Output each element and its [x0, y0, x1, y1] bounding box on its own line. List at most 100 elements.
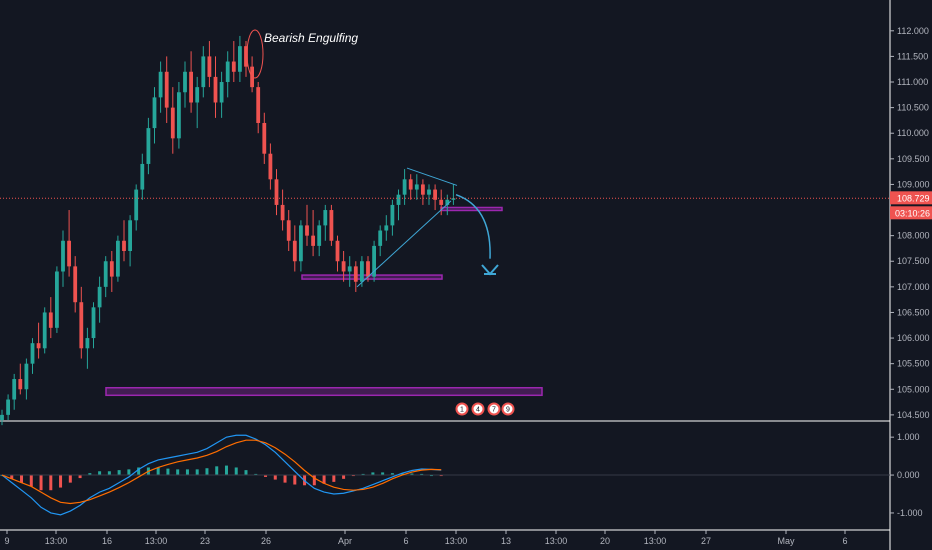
candle-body — [79, 302, 84, 349]
macd-histogram-bar — [390, 473, 394, 476]
candle-body — [286, 220, 291, 241]
candle-body — [97, 286, 102, 308]
y-tick-label: 111.500 — [897, 51, 928, 61]
macd-histogram-bar — [215, 466, 219, 476]
candle-body — [378, 230, 383, 246]
candle-body — [274, 179, 279, 205]
macd-histogram-bar — [381, 472, 385, 476]
event-badge-label: 1 — [460, 407, 464, 414]
current-price-tag — [890, 191, 932, 205]
event-badge — [487, 402, 501, 416]
candle-body — [311, 235, 315, 246]
candle-body — [189, 71, 193, 103]
macd-line — [1, 434, 442, 516]
candle-body — [280, 204, 285, 221]
candle-body — [433, 189, 437, 200]
event-badge-label: 4 — [476, 407, 480, 414]
support-zone-middle — [301, 274, 443, 280]
candle-body — [73, 266, 78, 303]
candle-body — [67, 240, 71, 267]
candle-body — [116, 240, 120, 277]
macd-histogram-bar — [20, 475, 24, 483]
y-tick-label: 104.500 — [897, 410, 930, 420]
macd-histogram-bar — [107, 471, 111, 476]
event-badge — [455, 402, 469, 416]
projection-arrow — [455, 193, 491, 259]
candle-body — [91, 307, 96, 339]
bearish-engulfing-label: Bearish Engulfing — [264, 31, 358, 45]
candle-body — [18, 379, 23, 390]
x-tick-label: 20 — [600, 536, 610, 546]
macd-histogram-bar — [254, 473, 258, 476]
y-tick-label: 105.500 — [897, 359, 930, 369]
candle-body — [256, 87, 261, 123]
bearish-engulfing-marker — [246, 29, 264, 79]
candle-body — [6, 399, 10, 415]
candle-body — [335, 240, 340, 262]
candle-body — [146, 128, 151, 164]
candle-body — [445, 199, 450, 205]
macd-histogram-bar — [88, 473, 92, 476]
candle-body — [384, 225, 389, 231]
candle-body — [128, 220, 132, 252]
macd-histogram-bar — [400, 473, 404, 476]
macd-y-tick-label: -1.000 — [897, 508, 923, 518]
macd-histogram-bar — [137, 467, 141, 476]
y-tick-label: 106.000 — [897, 333, 930, 343]
macd-histogram-bar — [410, 473, 414, 476]
ascending-trendline — [356, 200, 452, 288]
macd-histogram-bar — [273, 475, 277, 480]
y-tick-label: 108.000 — [897, 231, 930, 241]
candle-body — [24, 363, 29, 390]
signal-line — [1, 439, 442, 505]
candle-body — [317, 225, 322, 246]
candle-body — [360, 261, 364, 282]
macd-histogram-bar — [49, 475, 53, 491]
macd-histogram-bar — [420, 473, 424, 476]
macd-histogram-bar — [98, 471, 102, 476]
y-tick-label: 110.500 — [897, 103, 929, 113]
macd-y-tick-label: 1.000 — [897, 432, 920, 442]
candle-body — [341, 261, 346, 272]
candle-body — [48, 312, 53, 328]
macd-histogram-bar — [322, 475, 326, 484]
candle-body — [140, 163, 145, 190]
macd-histogram-bar — [205, 468, 209, 476]
candles — [0, 35, 456, 426]
candle-body — [353, 266, 358, 282]
y-tick-label: 107.500 — [897, 256, 930, 266]
x-tick-label: 13:00 — [545, 536, 568, 546]
candle-body — [262, 122, 267, 154]
macd-histogram-bar — [244, 470, 248, 476]
candle-body — [231, 61, 236, 72]
candle-body — [414, 184, 419, 190]
candle-body — [122, 240, 126, 252]
macd-histogram-bar — [29, 475, 33, 487]
x-tick-label: 9 — [4, 536, 9, 546]
x-tick-label: 26 — [261, 536, 271, 546]
candle-body — [427, 189, 431, 195]
macd-histogram-bar — [78, 475, 82, 479]
macd-histogram-bar — [166, 468, 170, 476]
candle-body — [164, 71, 169, 108]
candle-body — [421, 184, 425, 195]
candle-body — [225, 61, 230, 83]
candle-body — [152, 97, 157, 129]
y-tick-label: 105.000 — [897, 384, 930, 394]
candle-body — [55, 271, 59, 328]
candle-body — [103, 261, 108, 287]
event-badge — [471, 402, 485, 416]
event-badge — [501, 402, 515, 416]
candle-body — [238, 46, 242, 72]
x-tick-label: 13:00 — [45, 536, 68, 546]
x-tick-label: 13 — [501, 536, 511, 546]
candle-body — [30, 343, 35, 364]
y-tick-label: 109.500 — [897, 154, 930, 164]
candle-body — [292, 240, 297, 262]
candle-body — [12, 379, 17, 400]
candle-body — [158, 71, 163, 98]
candle-body — [219, 82, 224, 103]
macd-histogram-bar — [371, 472, 375, 476]
x-tick-label: 23 — [200, 536, 210, 546]
